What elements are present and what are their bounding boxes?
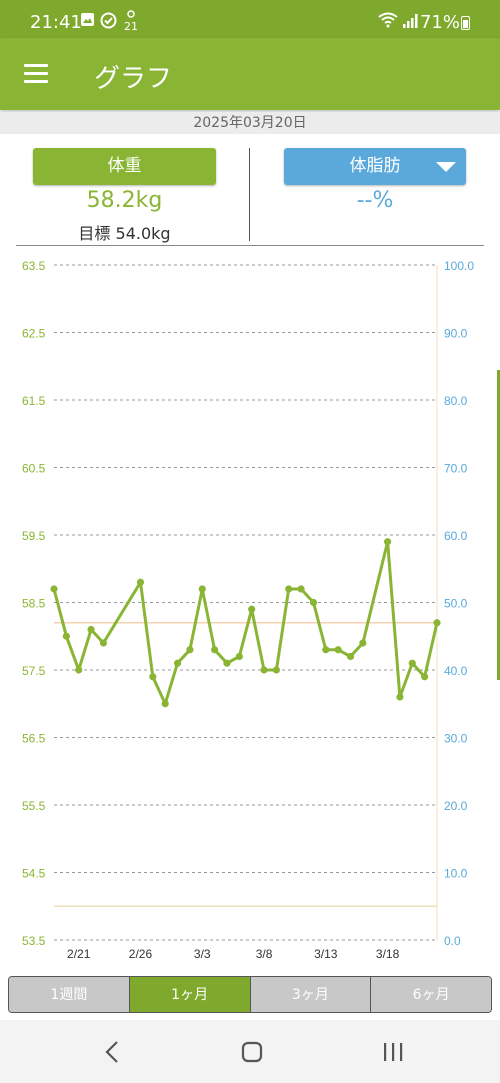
weight-data-point: [309, 598, 318, 607]
x-tick-label: 2/26: [129, 947, 153, 961]
weight-data-point: [272, 666, 280, 674]
hamburger-menu-icon[interactable]: [24, 64, 48, 84]
y-right-tick-label: 80.0: [444, 394, 468, 408]
page-title: グラフ: [94, 64, 173, 94]
target-weight: 目標 54.0kg: [78, 224, 171, 243]
section-divider: [16, 245, 484, 246]
y-right-tick-label: 30.0: [444, 732, 468, 746]
y-left-tick-label: 59.5: [22, 529, 46, 543]
calendar-day-text: 21: [124, 20, 138, 32]
app-bar: グラフ: [0, 38, 500, 110]
weight-data-point: [149, 673, 157, 681]
back-icon[interactable]: [98, 1038, 128, 1066]
weight-data-point: [50, 585, 58, 593]
weight-data-point: [433, 619, 441, 627]
weight-data-point: [285, 585, 293, 593]
y-left-tick-label: 58.5: [22, 597, 46, 611]
y-right-tick-label: 100.0: [444, 259, 474, 273]
calendar-21-icon: 21: [122, 10, 140, 36]
weight-data-point: [173, 659, 182, 667]
clock-check-icon: [100, 12, 117, 33]
weight-data-point: [334, 646, 342, 654]
recents-icon[interactable]: [378, 1038, 408, 1066]
weight-value: 58.2kg: [86, 188, 163, 213]
weight-data-point: [75, 666, 83, 674]
y-left-tick-label: 53.5: [22, 934, 46, 948]
weight-data-point: [396, 693, 404, 701]
wifi-icon: [378, 12, 398, 32]
weight-data-point: [211, 646, 219, 654]
weight-data-point: [322, 646, 330, 654]
y-left-tick-label: 55.5: [22, 799, 46, 813]
weight-data-point: [359, 639, 367, 647]
home-icon[interactable]: [237, 1038, 267, 1066]
y-right-tick-label: 50.0: [444, 597, 468, 611]
weight-chart: 53.5 0.0 54.5 10.0 55.5 20.0 56.5 30.0 57.5 40.0 5…: [22, 259, 474, 961]
weight-data-point: [248, 605, 256, 613]
tab-1-week[interactable]: 1週間: [9, 977, 130, 1012]
weight-data-point: [383, 538, 392, 546]
y-right-tick-label: 40.0: [444, 664, 468, 678]
weight-data-point: [136, 578, 145, 586]
cell-signal-icon: [402, 14, 418, 32]
y-left-tick-label: 62.5: [22, 327, 46, 341]
x-tick-label: 3/18: [376, 947, 400, 961]
weight-button[interactable]: 体重: [33, 148, 216, 185]
tab-3-months[interactable]: 3ヶ月: [250, 977, 372, 1012]
x-tick-label: 3/3: [194, 947, 211, 961]
weight-data-point: [235, 652, 243, 661]
y-left-tick-label: 57.5: [22, 664, 46, 678]
dropdown-arrow-icon: [436, 162, 456, 172]
weight-data-point: [408, 659, 416, 667]
period-tabs: 1週間 1ヶ月 3ヶ月 6ヶ月: [8, 976, 492, 1013]
tab-6-months[interactable]: 6ヶ月: [371, 977, 491, 1012]
body-fat-dropdown[interactable]: 体脂肪: [284, 148, 466, 185]
status-time: 21:41: [30, 12, 82, 33]
y-left-tick-label: 63.5: [22, 259, 46, 273]
battery-icon: [461, 16, 470, 30]
weight-data-point: [198, 585, 206, 593]
scroll-indicator: [497, 370, 500, 680]
body-fat-value: --%: [356, 188, 394, 213]
body-fat-button-label: 体脂肪: [349, 156, 401, 176]
weight-data-point: [161, 700, 169, 708]
weight-data-point: [62, 632, 70, 640]
y-right-tick-label: 20.0: [444, 799, 468, 813]
y-right-tick-label: 60.0: [444, 529, 468, 543]
weight-data-point: [346, 652, 355, 661]
tab-1-month[interactable]: 1ヶ月: [129, 977, 251, 1012]
weight-data-point: [223, 659, 231, 667]
y-left-tick-label: 60.5: [22, 462, 46, 476]
weight-data-point: [99, 639, 108, 647]
x-tick-label: 2/21: [67, 947, 91, 961]
battery-percent: 71%: [419, 12, 460, 33]
x-tick-label: 3/13: [314, 947, 338, 961]
weight-data-point: [421, 673, 429, 681]
image-icon: [80, 12, 95, 31]
weight-data-point: [260, 666, 268, 674]
y-right-tick-label: 70.0: [444, 462, 468, 476]
y-left-tick-label: 56.5: [22, 732, 46, 746]
y-left-tick-label: 54.5: [22, 867, 46, 881]
date-label: 2025年03月20日: [0, 112, 500, 134]
y-right-tick-label: 10.0: [444, 867, 468, 881]
x-tick-label: 3/8: [256, 947, 273, 961]
y-right-tick-label: 90.0: [444, 327, 468, 341]
weight-data-point: [87, 625, 95, 634]
system-nav-bar: [0, 1020, 500, 1083]
weight-button-label: 体重: [107, 156, 142, 176]
weight-data-point: [186, 646, 194, 654]
y-right-tick-label: 0.0: [444, 934, 461, 948]
status-bar: 21:41 21 71%: [0, 0, 500, 38]
y-left-tick-label: 61.5: [22, 394, 46, 408]
summary-divider: [249, 148, 250, 241]
weight-data-point: [297, 585, 305, 593]
